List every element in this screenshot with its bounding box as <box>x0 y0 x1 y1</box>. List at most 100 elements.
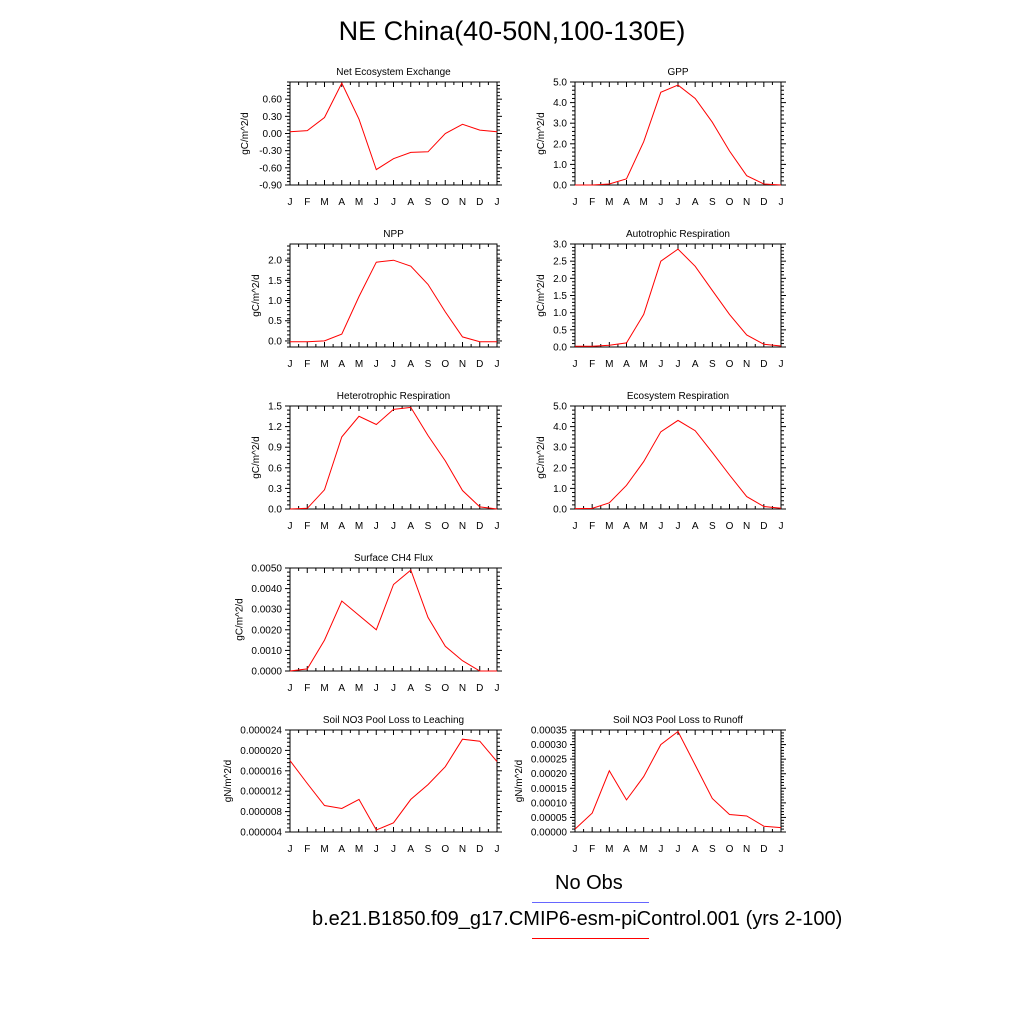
y-tick-label: 4.0 <box>553 422 567 433</box>
y-tick-label: -0.90 <box>259 181 282 192</box>
legend-label-obs: No Obs <box>555 872 623 894</box>
x-tick-label: J <box>288 197 293 208</box>
y-tick-label: 1.5 <box>553 291 567 302</box>
plot-frame <box>289 729 498 833</box>
x-tick-label: A <box>623 844 630 855</box>
y-tick-label: 0.5 <box>268 316 282 327</box>
x-tick-label: J <box>495 683 500 694</box>
y-axis-label: gC/m^2/d <box>251 436 262 479</box>
x-tick-label: D <box>476 844 483 855</box>
x-tick-label: F <box>304 521 310 532</box>
x-tick-label: M <box>320 197 328 208</box>
y-tick-label: 0.0030 <box>251 605 282 616</box>
x-tick-label: S <box>425 197 432 208</box>
x-tick-label: J <box>374 683 379 694</box>
x-tick-label: J <box>391 683 396 694</box>
series-line <box>290 259 497 343</box>
x-tick-label: J <box>288 844 293 855</box>
y-tick-label: 1.0 <box>553 308 567 319</box>
x-tick-label: A <box>692 197 699 208</box>
x-tick-label: M <box>355 359 363 370</box>
x-tick-label: D <box>476 683 483 694</box>
x-tick-label: A <box>407 521 414 532</box>
x-tick-label: A <box>407 197 414 208</box>
x-tick-label: N <box>743 359 750 370</box>
y-tick-label: 1.0 <box>268 296 282 307</box>
x-tick-label: A <box>623 197 630 208</box>
y-tick-label: 0.0040 <box>251 584 282 595</box>
x-tick-label: M <box>639 197 647 208</box>
x-tick-label: A <box>338 521 345 532</box>
y-tick-label: 0.60 <box>263 95 283 106</box>
x-tick-label: O <box>726 844 734 855</box>
x-tick-label: S <box>425 521 432 532</box>
y-tick-label: 0.000008 <box>240 807 282 818</box>
y-tick-label: 0.00020 <box>531 769 568 780</box>
y-tick-label: 0.0000 <box>251 667 282 678</box>
x-tick-label: J <box>573 521 578 532</box>
x-tick-label: F <box>304 683 310 694</box>
x-tick-label: A <box>407 683 414 694</box>
x-tick-label: J <box>374 844 379 855</box>
x-tick-label: J <box>779 844 784 855</box>
x-tick-label: J <box>676 844 681 855</box>
y-axis-label: gN/m^2/d <box>514 760 525 803</box>
y-tick-label: 0.0 <box>268 505 282 516</box>
x-tick-label: N <box>459 197 466 208</box>
x-tick-label: F <box>304 844 310 855</box>
x-tick-label: J <box>676 197 681 208</box>
x-tick-label: J <box>391 521 396 532</box>
series-line <box>574 730 782 830</box>
x-tick-label: A <box>692 521 699 532</box>
x-tick-label: D <box>476 521 483 532</box>
legend-line-model <box>532 938 649 939</box>
x-tick-label: J <box>658 844 663 855</box>
y-tick-label: 1.0 <box>553 160 567 171</box>
x-tick-label: F <box>589 359 595 370</box>
x-tick-label: M <box>639 521 647 532</box>
x-tick-label: N <box>459 359 466 370</box>
x-tick-label: D <box>476 197 483 208</box>
x-tick-label: O <box>441 844 449 855</box>
y-tick-label: 1.5 <box>268 402 282 413</box>
x-tick-label: M <box>320 683 328 694</box>
x-tick-label: J <box>676 359 681 370</box>
y-tick-label: 3.0 <box>553 443 567 454</box>
y-tick-label: 0.0020 <box>251 625 282 636</box>
series-line <box>289 81 498 171</box>
x-tick-label: A <box>692 359 699 370</box>
y-axis-label: gC/m^2/d <box>240 112 251 155</box>
x-tick-label: J <box>573 844 578 855</box>
plot-frame <box>289 81 498 186</box>
x-tick-label: D <box>760 521 767 532</box>
x-tick-label: M <box>605 844 613 855</box>
plot-frame <box>574 405 782 510</box>
x-tick-label: O <box>441 683 449 694</box>
x-tick-label: O <box>441 359 449 370</box>
x-tick-label: J <box>288 521 293 532</box>
y-tick-label: 0.9 <box>268 443 282 454</box>
y-tick-label: 0.000012 <box>240 787 282 798</box>
x-tick-label: A <box>338 844 345 855</box>
y-tick-label: 0.6 <box>268 463 282 474</box>
x-tick-label: M <box>320 521 328 532</box>
x-tick-label: M <box>605 359 613 370</box>
x-tick-label: M <box>639 844 647 855</box>
x-tick-label: O <box>726 521 734 532</box>
y-axis-label: gC/m^2/d <box>234 598 245 641</box>
x-tick-label: O <box>441 197 449 208</box>
x-tick-label: M <box>639 359 647 370</box>
x-tick-label: M <box>605 521 613 532</box>
series-line <box>574 419 782 510</box>
y-tick-label: 3.0 <box>553 119 567 130</box>
x-tick-label: F <box>304 197 310 208</box>
y-tick-label: 0.0 <box>553 343 567 354</box>
x-tick-label: A <box>338 683 345 694</box>
y-tick-label: 2.0 <box>553 274 567 285</box>
